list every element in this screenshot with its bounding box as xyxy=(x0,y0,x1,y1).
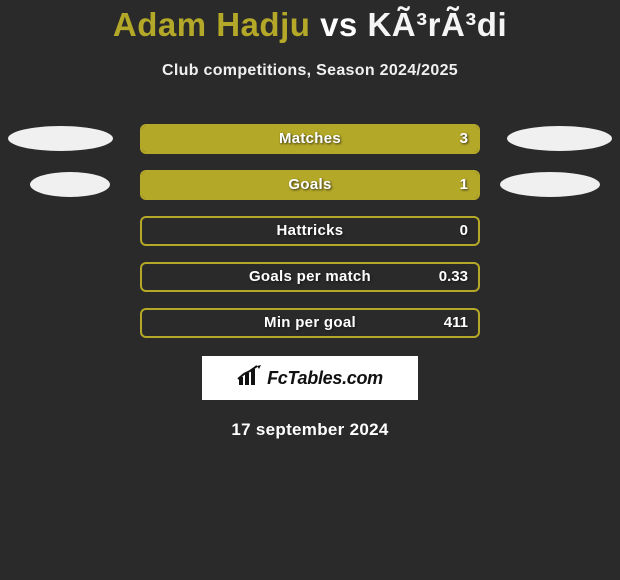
stat-row: Hattricks0 xyxy=(0,216,620,246)
player1-name: Adam Hadju xyxy=(113,6,311,43)
stat-value: 3 xyxy=(460,126,468,152)
stat-label: Min per goal xyxy=(142,310,478,336)
stat-label: Goals xyxy=(142,172,478,198)
stat-label: Goals per match xyxy=(142,264,478,290)
stats-rows: Matches3Goals1Hattricks0Goals per match0… xyxy=(0,124,620,338)
right-ellipse xyxy=(500,172,600,197)
stat-row: Goals per match0.33 xyxy=(0,262,620,292)
logo-inner: FcTables.com xyxy=(237,365,383,392)
stat-bar: Goals per match0.33 xyxy=(140,262,480,292)
subtitle: Club competitions, Season 2024/2025 xyxy=(0,62,620,80)
logo-text: FcTables.com xyxy=(267,368,383,389)
stat-row: Matches3 xyxy=(0,124,620,154)
stat-bar: Goals1 xyxy=(140,170,480,200)
vs-text: vs xyxy=(320,6,358,43)
stat-bar: Matches3 xyxy=(140,124,480,154)
stat-label: Matches xyxy=(142,126,478,152)
stat-bar: Min per goal411 xyxy=(140,308,480,338)
right-ellipse xyxy=(507,126,612,151)
stat-value: 0 xyxy=(460,218,468,244)
player2-name: KÃ³rÃ³di xyxy=(367,6,507,43)
stat-value: 411 xyxy=(444,310,468,336)
logo-box[interactable]: FcTables.com xyxy=(202,356,418,400)
stat-value: 1 xyxy=(460,172,468,198)
date-text: 17 september 2024 xyxy=(0,420,620,440)
stat-row: Goals1 xyxy=(0,170,620,200)
infographic-container: Adam Hadju vs KÃ³rÃ³di Club competitions… xyxy=(0,0,620,440)
stat-bar: Hattricks0 xyxy=(140,216,480,246)
stat-value: 0.33 xyxy=(439,264,468,290)
stat-label: Hattricks xyxy=(142,218,478,244)
left-ellipse xyxy=(8,126,113,151)
left-ellipse xyxy=(30,172,110,197)
page-title: Adam Hadju vs KÃ³rÃ³di xyxy=(0,6,620,44)
stat-row: Min per goal411 xyxy=(0,308,620,338)
bar-chart-icon xyxy=(237,365,263,392)
